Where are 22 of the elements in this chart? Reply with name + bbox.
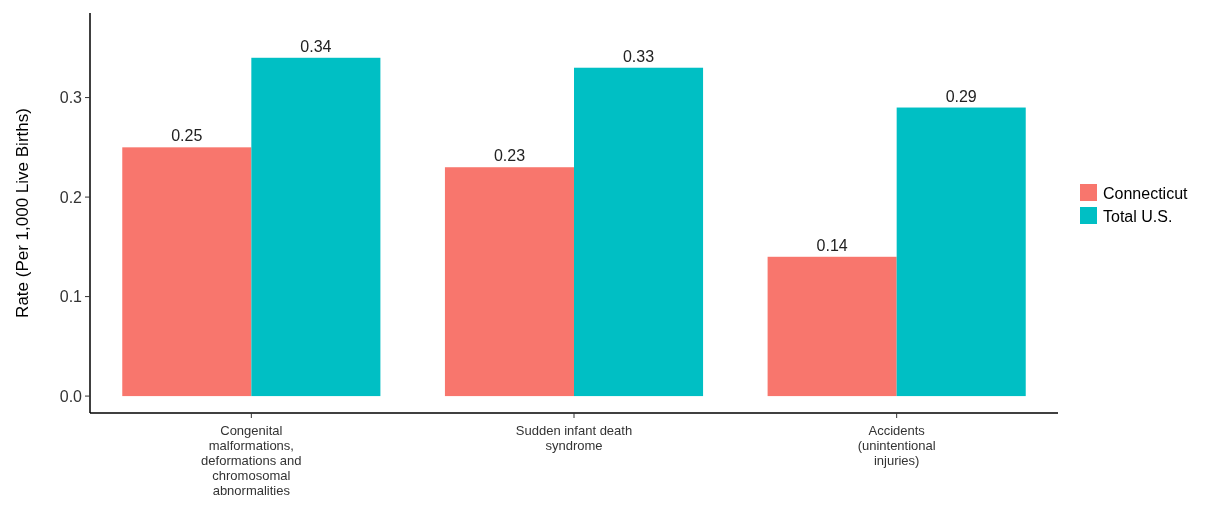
- data-label: 0.25: [171, 127, 203, 145]
- legend-label: Total U.S.: [1103, 207, 1173, 225]
- bar: [122, 147, 252, 397]
- bar: [251, 57, 381, 397]
- y-tick-label: 0.3: [59, 89, 83, 107]
- y-axis-title: Rate (Per 1,000 Live Births): [13, 108, 32, 318]
- bar: [767, 256, 897, 397]
- x-tick-label: Sudden infant death syndrome: [515, 423, 633, 453]
- data-label: 0.33: [622, 47, 655, 65]
- x-tick-label: Congenital malformations, deformations and chromosomal abnormalities: [201, 423, 302, 498]
- x-tick-label: Accidents (unintentional injuries): [857, 423, 936, 468]
- y-tick-label: 0.2: [59, 188, 83, 206]
- data-label: 0.34: [300, 37, 332, 55]
- legend-label: Connecticut: [1103, 184, 1189, 202]
- y-tick-label: 0.1: [59, 288, 83, 306]
- data-label: 0.14: [816, 236, 848, 254]
- data-label: 0.29: [945, 87, 977, 105]
- bar: [574, 67, 704, 397]
- y-tick-label: 0.0: [59, 387, 83, 405]
- bar: [444, 167, 574, 397]
- bar: [896, 107, 1026, 397]
- data-label: 0.23: [493, 147, 526, 165]
